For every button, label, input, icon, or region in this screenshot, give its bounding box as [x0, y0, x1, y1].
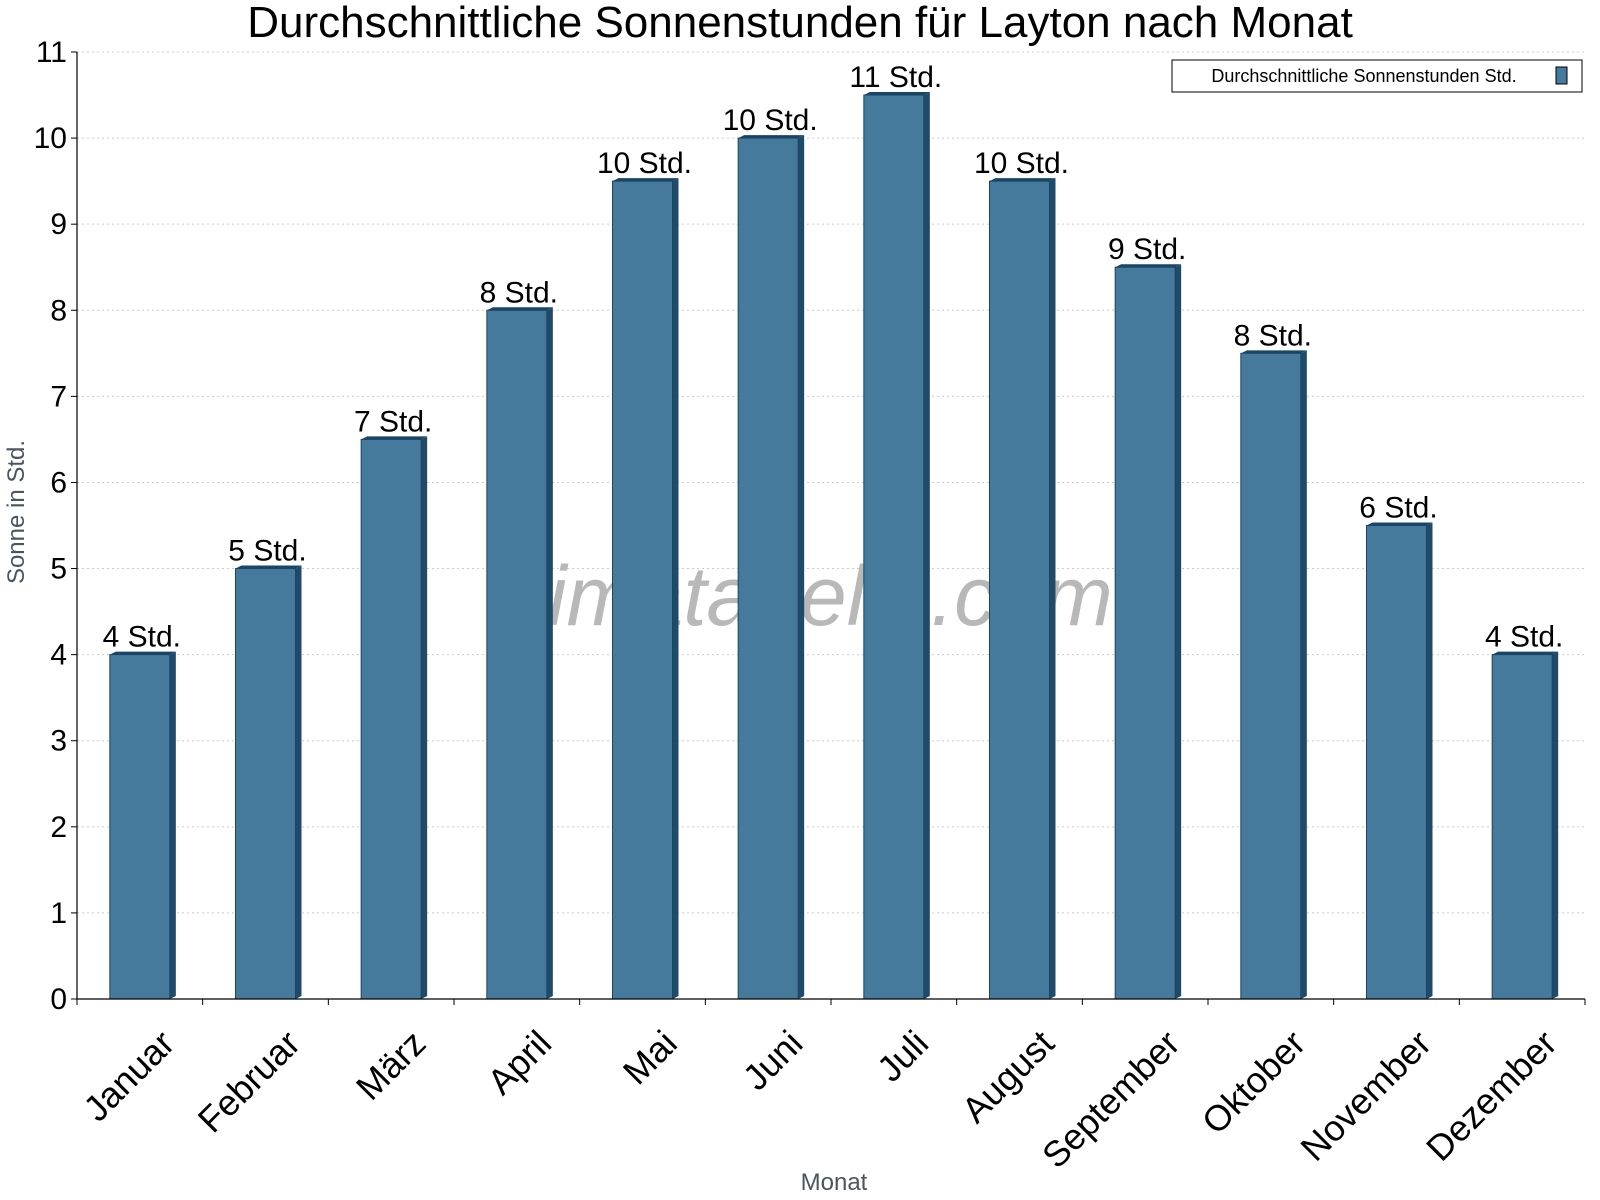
y-tick-label: 4 [50, 639, 67, 672]
bar-side [1049, 178, 1056, 1000]
y-tick-label: 10 [34, 122, 67, 155]
bar [1366, 525, 1427, 1000]
bar-group [1491, 651, 1559, 1000]
bar-group [486, 307, 553, 1000]
bar [863, 94, 925, 1000]
bar-top [1115, 264, 1182, 268]
bar-group [1240, 350, 1307, 1000]
bar-group [1114, 264, 1182, 1000]
bar-top [361, 436, 428, 440]
bar-top [486, 307, 553, 311]
data-label: 10 Std. [723, 104, 818, 137]
y-axis-label: Sonne in Std. [3, 440, 30, 584]
y-tick-label: 1 [50, 897, 67, 930]
bar-group [863, 92, 930, 1000]
bar-group [109, 651, 176, 1000]
data-label: 8 Std. [1234, 319, 1312, 352]
y-tick-label: 6 [50, 466, 67, 499]
legend: Durchschnittliche Sonnenstunden Std. [1171, 59, 1583, 93]
data-label: 10 Std. [974, 147, 1069, 180]
bar-side [295, 565, 302, 999]
bar-top [1492, 651, 1559, 655]
chart-title: Durchschnittliche Sonnenstunden für Layt… [247, 0, 1353, 47]
x-tick-label: April [479, 1022, 559, 1102]
x-tick-label: Juni [735, 1022, 811, 1098]
bar [360, 438, 422, 1000]
x-tick-labels: Januar Februar März April Mai Juni Juli AugustS… [75, 1022, 1564, 1176]
bar-side [798, 135, 805, 999]
y-tick-label: 7 [50, 380, 67, 413]
x-tick-label: September [1034, 1022, 1188, 1176]
bar-group [360, 436, 428, 1000]
y-tick-labels: 0 1 2 3 4 5 6 7 8 9 10 11 [34, 36, 67, 1016]
bar-top [235, 565, 302, 569]
y-tick-label: 9 [50, 208, 67, 241]
bar-group [612, 178, 679, 1000]
bar-side [1426, 522, 1433, 999]
bar [612, 180, 673, 1000]
data-label: 8 Std. [480, 276, 558, 309]
bar [235, 568, 296, 1000]
data-label: 11 Std. [849, 61, 942, 94]
bar-side [421, 436, 428, 1000]
bar-side [672, 178, 679, 1000]
bar-top [989, 178, 1056, 182]
x-tick-label: Juli [869, 1022, 936, 1089]
bar [486, 309, 548, 1000]
bar-side [1175, 264, 1182, 999]
bar-side [1300, 350, 1307, 999]
bar-top [1240, 350, 1307, 354]
bar-group [989, 178, 1056, 1000]
bar [109, 654, 171, 1000]
bar-side [1552, 651, 1559, 999]
x-tick-label: März [348, 1022, 434, 1108]
x-tick-label: Januar [75, 1022, 182, 1129]
bar-group [235, 565, 302, 1000]
bars [109, 92, 1559, 1000]
data-label: 4 Std. [1485, 621, 1563, 654]
bar [989, 180, 1050, 1000]
bar-top [863, 92, 930, 96]
bar-side [169, 651, 176, 999]
y-tick-label: 0 [50, 983, 67, 1016]
bar-group [1366, 522, 1433, 1000]
x-tick-label: November [1292, 1022, 1438, 1168]
y-tick-label: 8 [50, 294, 67, 327]
x-tick-label: August [954, 1022, 1062, 1130]
data-label: 10 Std. [597, 147, 692, 180]
y-tick-label: 11 [36, 36, 67, 69]
data-labels: 4 Std. 5 Std. 7 Std. 8 Std. 10 Std. 10 Std. 11… [103, 61, 1564, 654]
bar-group [737, 135, 805, 1000]
legend-box [1171, 59, 1583, 93]
data-label: 7 Std. [354, 405, 432, 438]
bar [1491, 654, 1553, 1000]
bar-side [546, 307, 553, 1000]
legend-label: Durchschnittliche Sonnenstunden Std. [1211, 66, 1516, 86]
bar-top [109, 651, 176, 655]
x-tick-label: Mai [615, 1022, 685, 1092]
gridlines [77, 51, 1585, 914]
axes [71, 51, 1586, 1005]
bar [737, 137, 799, 1000]
data-label: 6 Std. [1359, 492, 1437, 525]
bar-side [923, 92, 930, 999]
bar-top [1366, 522, 1433, 526]
bar [1240, 352, 1302, 1000]
y-tick-label: 5 [50, 553, 67, 586]
y-tick-label: 2 [50, 811, 67, 844]
data-label: 4 Std. [103, 621, 181, 654]
x-tick-label: Dezember [1418, 1022, 1564, 1168]
bar-top [612, 178, 679, 182]
data-label: 5 Std. [228, 535, 306, 568]
bar [1114, 266, 1176, 1000]
x-tick-label: Oktober [1194, 1022, 1314, 1142]
legend-swatch [1555, 66, 1568, 85]
bar-top [738, 135, 805, 139]
y-tick-label: 3 [50, 725, 67, 758]
x-tick-label: Februar [190, 1022, 308, 1140]
x-axis-label: Monat [801, 1169, 868, 1196]
data-label: 9 Std. [1108, 233, 1186, 266]
